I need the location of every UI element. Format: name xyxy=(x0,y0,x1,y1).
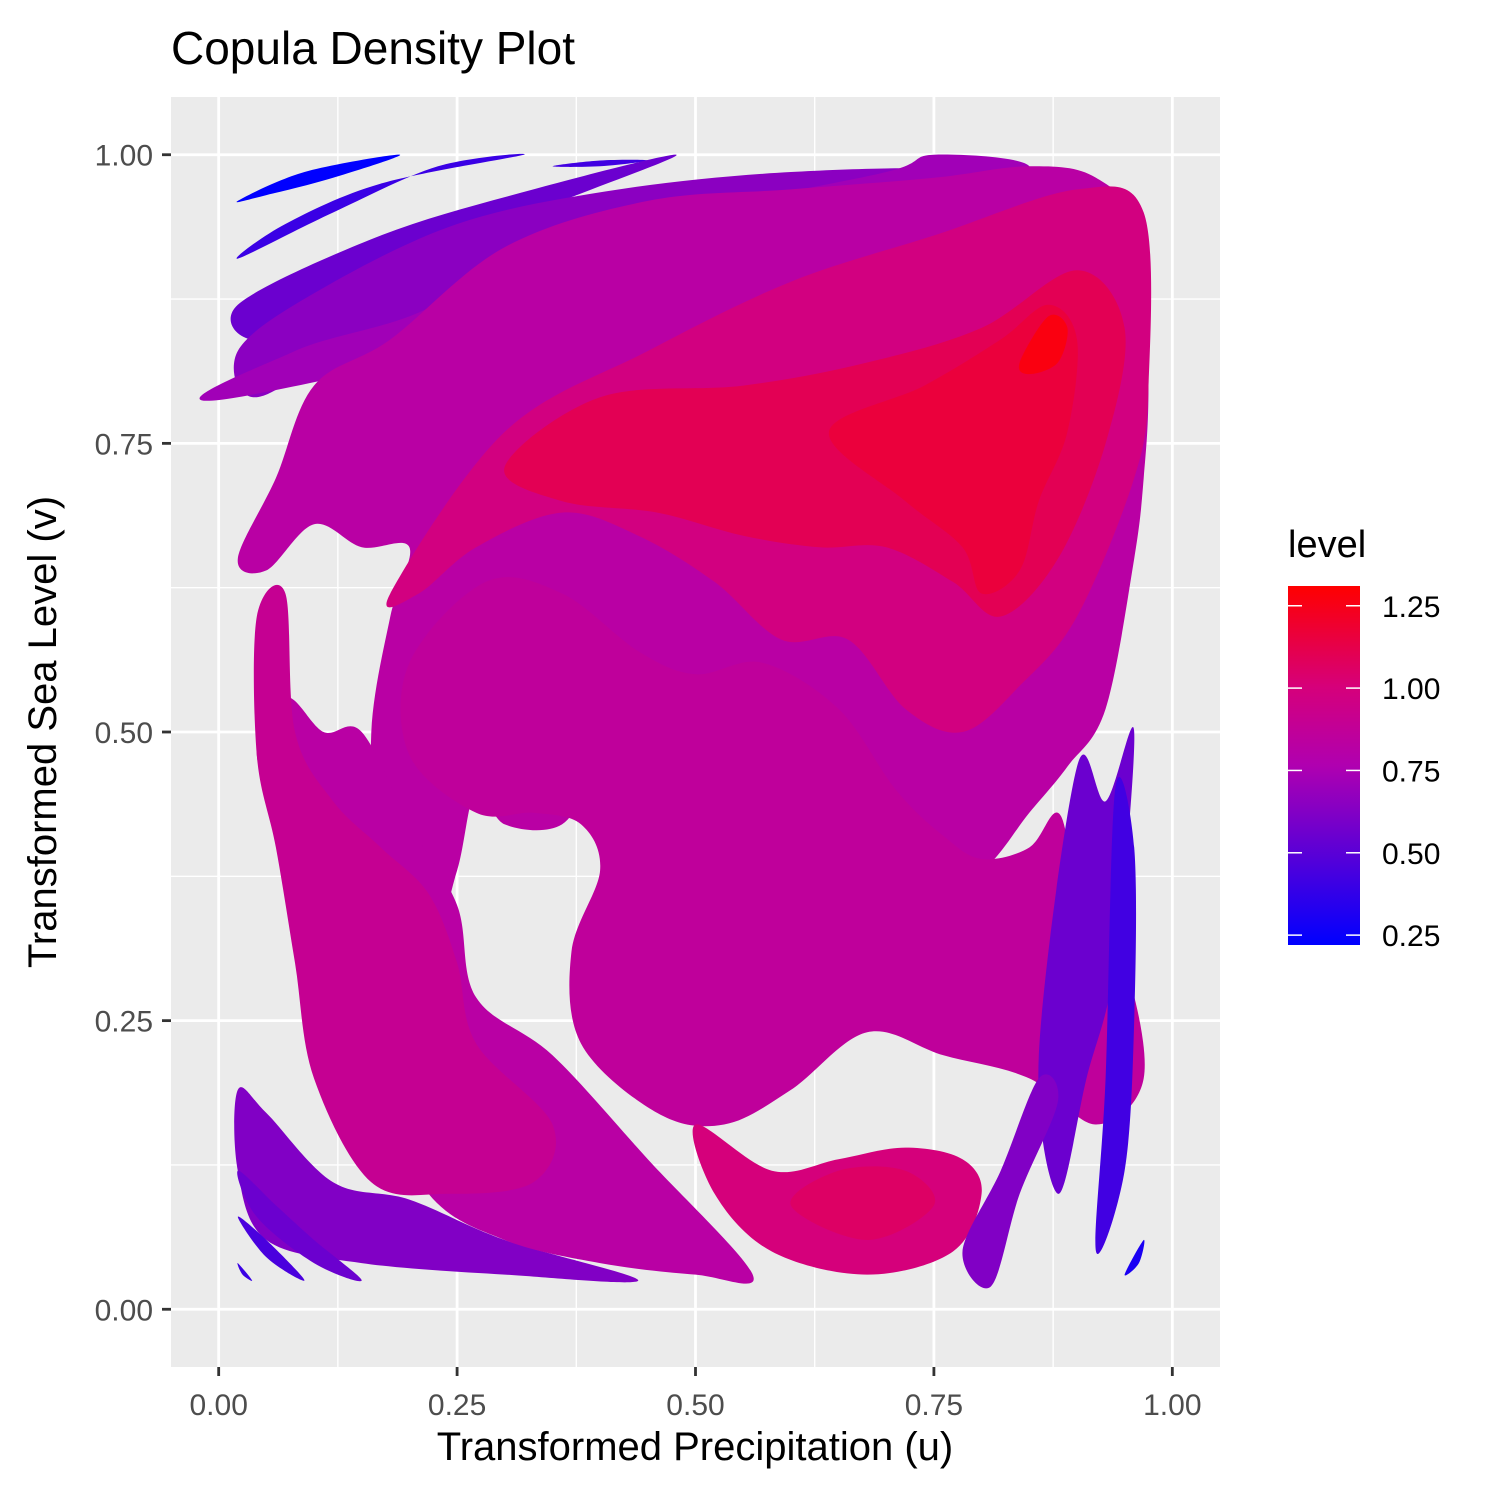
density-region-15 xyxy=(790,1166,936,1240)
density-region-18 xyxy=(828,304,1078,595)
legend-tick-label: 0.25 xyxy=(1382,920,1440,953)
legend-tick-label: 0.75 xyxy=(1382,755,1440,788)
density-region-11 xyxy=(256,697,754,1284)
y-axis: 0.00 0.25 0.50 0.75 1.00 xyxy=(95,140,171,1327)
y-tick-label: 0.00 xyxy=(95,1294,153,1327)
legend-ticks: 0.25 0.50 0.75 1.00 1.25 xyxy=(1288,591,1440,953)
legend-title: level xyxy=(1288,524,1366,566)
legend-colorbar xyxy=(1288,586,1360,945)
y-axis-title: Transformed Sea Level (v) xyxy=(21,496,65,968)
density-contours xyxy=(199,153,1152,1289)
density-region-6 xyxy=(234,1087,639,1283)
density-region-21 xyxy=(1095,777,1137,1255)
legend: level 0.25 0.50 0.75 1.00 1.25 xyxy=(1288,524,1440,953)
density-region-13 xyxy=(253,584,556,1196)
density-region-20 xyxy=(1038,727,1135,1194)
density-region-19 xyxy=(1018,314,1068,375)
x-axis: 0.00 0.25 0.50 0.75 1.00 xyxy=(189,1367,1202,1422)
x-tick-label: 0.25 xyxy=(428,1389,486,1422)
density-region-7 xyxy=(237,1170,362,1282)
density-region-12 xyxy=(400,577,1145,1127)
y-tick-label: 0.50 xyxy=(95,717,153,750)
legend-tick-label: 0.50 xyxy=(1382,838,1440,871)
y-tick-label: 0.75 xyxy=(95,428,153,461)
density-region-8 xyxy=(237,1216,305,1281)
density-region-2 xyxy=(552,159,648,167)
density-region-9 xyxy=(237,1263,253,1281)
legend-tick-label: 1.25 xyxy=(1382,591,1440,624)
density-region-0 xyxy=(236,154,401,203)
x-axis-title: Transformed Precipitation (u) xyxy=(437,1425,953,1469)
y-tick-label: 1.00 xyxy=(95,140,153,173)
x-tick-label: 1.00 xyxy=(1143,1389,1201,1422)
x-tick-label: 0.75 xyxy=(905,1389,963,1422)
chart-title: Copula Density Plot xyxy=(171,22,575,74)
x-tick-label: 0.00 xyxy=(189,1389,247,1422)
y-tick-label: 0.25 xyxy=(95,1006,153,1039)
density-region-23 xyxy=(962,1074,1059,1289)
density-region-4 xyxy=(233,168,935,398)
x-tick-label: 0.50 xyxy=(666,1389,724,1422)
legend-tick-label: 1.00 xyxy=(1382,673,1440,706)
density-region-22 xyxy=(1124,1239,1145,1276)
